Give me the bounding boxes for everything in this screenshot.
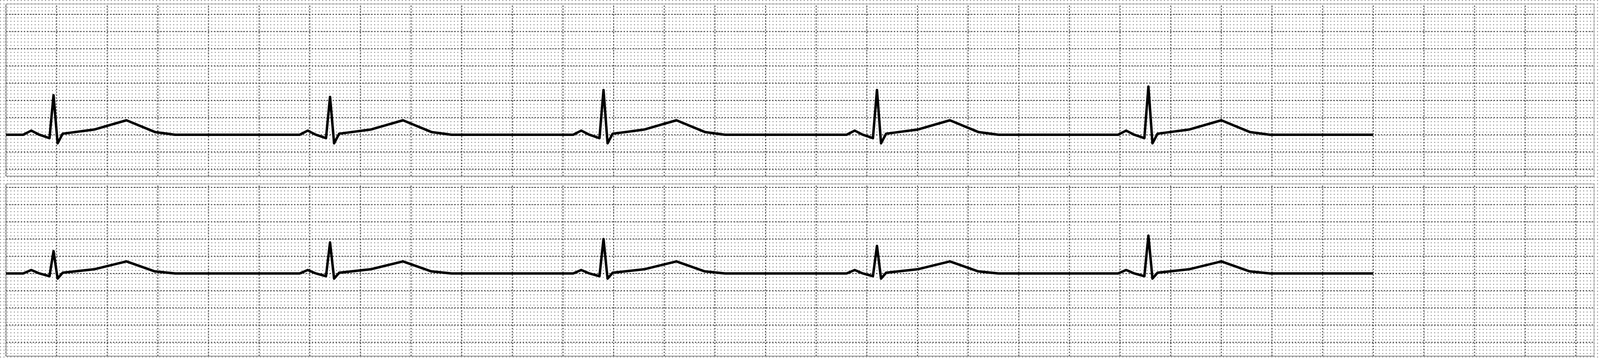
grid-line-x (1575, 184, 1577, 357)
grid-line-x (410, 184, 412, 357)
grid-line-x (714, 3, 716, 177)
grid-line-y (5, 168, 1595, 170)
ecg-strip (0, 0, 1600, 360)
traces (5, 86, 1374, 144)
grid-line-x (1322, 184, 1324, 357)
grid-line-x (1575, 3, 1577, 177)
grid-line-y (5, 13, 1595, 15)
grid-line-y (5, 324, 1595, 326)
grid-line-x (1271, 184, 1273, 357)
grid (5, 184, 1595, 357)
grid-line-y (5, 82, 1595, 84)
grid-line-y (5, 99, 1595, 101)
grid-line-y (5, 187, 1595, 189)
grid-line-x (1170, 3, 1172, 177)
grid-line-x (1271, 3, 1273, 177)
grid-line-x (1524, 184, 1526, 357)
grid-line-y (5, 341, 1595, 343)
grid-line-x (866, 184, 868, 357)
grid-line-x (410, 3, 412, 177)
grid-line-x (157, 184, 159, 357)
grid-line-y (5, 65, 1595, 67)
grid-line-x (1068, 184, 1070, 357)
grid-line-x (1170, 184, 1172, 357)
grid-line-x (157, 3, 159, 177)
grid-line-x (815, 184, 817, 357)
grid-line-x (765, 3, 767, 177)
grid-line-x (562, 184, 564, 357)
panel (5, 184, 1595, 357)
grid-line-y (5, 221, 1595, 223)
grid-line-x (562, 3, 564, 177)
y-axis-line (5, 4, 7, 177)
grid-line-x (663, 3, 665, 177)
grid-line-y (5, 151, 1595, 153)
panel (5, 3, 1595, 177)
grid-line-x (1524, 3, 1526, 177)
grid-line-x (1068, 3, 1070, 177)
grid-line-x (613, 184, 615, 357)
grid (5, 3, 1595, 177)
grid-line-x (663, 184, 665, 357)
grid-line-x (1372, 3, 1374, 177)
plot-frame (5, 3, 1595, 177)
y-axis-line (5, 184, 7, 357)
grid-line-y (5, 255, 1595, 257)
grid-line-x (5, 184, 7, 357)
grid-line-x (765, 184, 767, 357)
paper-background (0, 0, 1600, 360)
grid-line-x (1474, 184, 1476, 357)
grid-line-x (511, 3, 513, 177)
grid-line-x (511, 184, 513, 357)
grid-line-x (1220, 3, 1222, 177)
grid-line-y (5, 31, 1595, 33)
grid-line-x (967, 184, 969, 357)
x-axis (6, 356, 1595, 358)
grid-line-x (967, 3, 969, 177)
ecg-trace (5, 235, 1374, 279)
grid-line-y (5, 204, 1595, 206)
grid-line-y (5, 48, 1595, 49)
grid-line-x (55, 3, 57, 177)
grid-line-x (1372, 184, 1374, 357)
grid-line-x (461, 3, 463, 177)
grid-line-x (1474, 3, 1476, 177)
grid-line-x (866, 3, 868, 177)
grid-line-y (5, 117, 1595, 119)
grid-line-x (106, 184, 108, 357)
grid-line-x (258, 184, 260, 357)
grid-line-x (1119, 184, 1121, 357)
grid-line-x (258, 3, 260, 177)
grid-line-x (207, 3, 209, 177)
grid-line-y (5, 307, 1595, 309)
grid-line-x (1423, 3, 1425, 177)
grid-line-x (613, 3, 615, 177)
grid-line-x (461, 184, 463, 357)
x-axis (6, 176, 1595, 178)
ecg-trace (5, 86, 1374, 144)
grid-line-x (1119, 3, 1121, 177)
grid-line-x (1018, 184, 1020, 357)
grid-line-x (309, 3, 311, 177)
grid-line-x (714, 184, 716, 357)
y-axis (5, 4, 7, 177)
grid-line-x (1018, 3, 1020, 177)
plot-frame (5, 184, 1595, 357)
grid-line-x (207, 184, 209, 357)
grid-line-x (815, 3, 817, 177)
grid-line-x (5, 3, 7, 177)
x-axis-line (6, 176, 1595, 177)
grid-line-x (1322, 3, 1324, 177)
x-axis-line (6, 356, 1595, 357)
traces (5, 235, 1374, 279)
grid-line-y (5, 290, 1595, 292)
grid-line-x (1220, 184, 1222, 357)
grid-line-x (1423, 184, 1425, 357)
grid-line-y (5, 238, 1595, 240)
y-axis (5, 184, 7, 357)
grid-line-x (917, 3, 919, 177)
grid-line-x (106, 3, 108, 177)
grid-line-x (359, 3, 361, 177)
